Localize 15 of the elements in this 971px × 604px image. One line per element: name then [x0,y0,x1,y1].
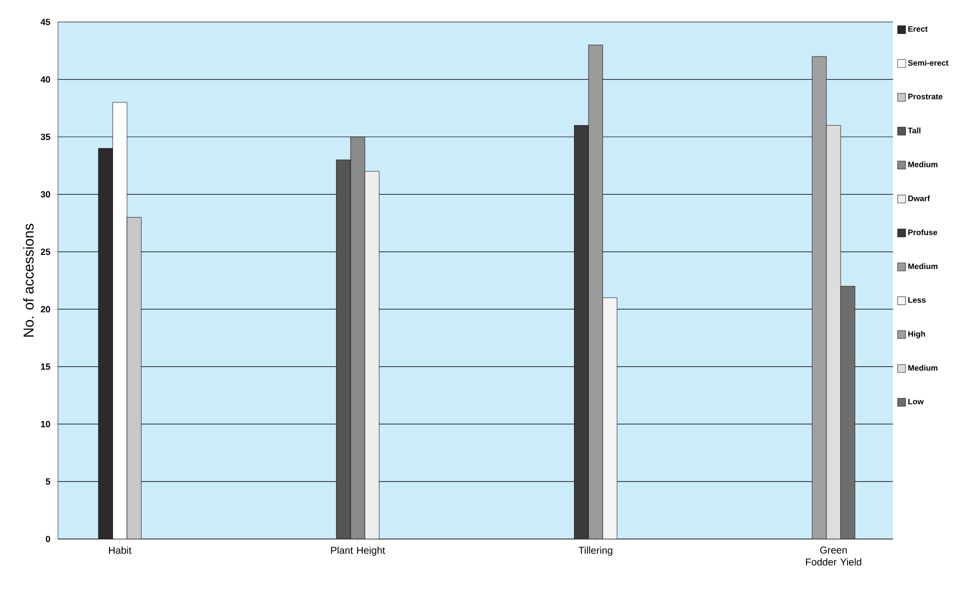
y-tick-label: 15 [41,364,50,370]
y-axis-title: No. of accessions [23,224,34,337]
x-tick-label: Tillering [578,546,612,556]
y-tick-label: 10 [41,420,50,428]
x-tick-label: Plant Height [331,546,386,556]
y-tick-label: 5 [46,478,50,485]
y-tick-label: 35 [40,134,50,140]
y-tick-label: 0 [46,536,50,542]
y-tick-label: 40 [40,76,50,83]
x-tick-label: Habit [109,546,132,554]
y-tick-label: 20 [40,306,50,312]
y-tick-label: 25 [40,248,50,255]
y-tick-label: 30 [40,191,50,198]
x-tick-label: Green Fodder Yield [806,546,862,566]
y-tick-label: 45 [40,18,50,26]
